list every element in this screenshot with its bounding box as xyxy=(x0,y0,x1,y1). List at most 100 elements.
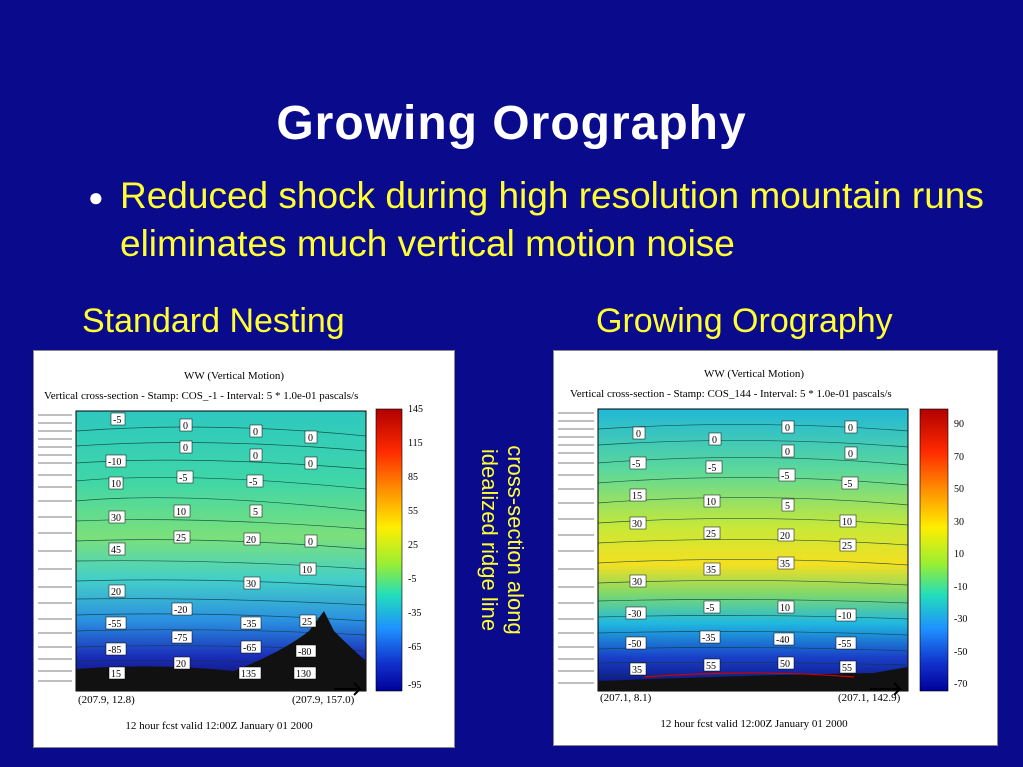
right-coordinate: (207.1, 142.9) xyxy=(838,692,901,704)
colorbar-tick: 50 xyxy=(954,484,964,495)
contour-label: 55 xyxy=(839,660,857,674)
contour-label: -40 xyxy=(773,632,795,646)
colorbar-tick: 85 xyxy=(408,472,418,483)
contour-label: 35 xyxy=(703,562,721,576)
contour-label: -5 xyxy=(110,412,126,426)
contour-label: 25 xyxy=(839,538,857,552)
contour-label: 20 xyxy=(173,656,191,670)
contour-labels: -5 0 0 0 0 0 -10 10 -5 -5 0 30 10 5 25 2… xyxy=(105,412,318,680)
svg-text:-65: -65 xyxy=(243,643,256,654)
contour-label: -5 xyxy=(705,460,723,474)
svg-text:10: 10 xyxy=(302,565,312,576)
panel-label-growing-orography: Growing Orography xyxy=(596,302,893,340)
contour-label: 10 xyxy=(703,494,721,508)
pressure-axis-ticks xyxy=(558,412,594,684)
contour-label: 20 xyxy=(243,532,261,546)
colorbar-tick: -30 xyxy=(954,614,967,625)
contour-label: -30 xyxy=(625,606,647,620)
contour-label: 55 xyxy=(703,658,721,672)
svg-text:-35: -35 xyxy=(243,619,256,630)
cross-section-plot-growing: WW (Vertical Motion) Vertical cross-sect… xyxy=(556,368,967,730)
contour-label: -75 xyxy=(171,630,193,644)
contour-label: -35 xyxy=(240,616,262,630)
svg-text:10: 10 xyxy=(706,497,716,508)
svg-text:0: 0 xyxy=(848,423,853,434)
contour-label: 0 xyxy=(304,430,318,444)
svg-text:55: 55 xyxy=(706,661,716,672)
svg-text:-30: -30 xyxy=(628,609,641,620)
contour-label: 45 xyxy=(108,542,126,556)
contour-label: -55 xyxy=(835,636,857,650)
contour-label: 35 xyxy=(629,662,647,676)
contour-label: 15 xyxy=(108,666,126,680)
terrain xyxy=(598,667,908,691)
svg-text:25: 25 xyxy=(176,533,186,544)
contour-label: 5 xyxy=(781,498,795,512)
svg-text:30: 30 xyxy=(246,579,256,590)
contour-label: -10 xyxy=(835,608,857,622)
contour-label: 20 xyxy=(777,528,795,542)
left-coordinate: (207.9, 12.8) xyxy=(78,694,135,706)
svg-text:55: 55 xyxy=(842,663,852,674)
svg-text:0: 0 xyxy=(183,421,188,432)
svg-text:-50: -50 xyxy=(628,639,641,650)
panel-standard-nesting: WW (Vertical Motion) Vertical cross-sect… xyxy=(33,350,455,748)
colorbar-tick: -10 xyxy=(954,582,967,593)
svg-text:20: 20 xyxy=(246,535,256,546)
colorbar-tick: -95 xyxy=(408,680,421,691)
svg-text:-5: -5 xyxy=(179,473,187,484)
svg-text:0: 0 xyxy=(712,435,717,446)
contour-label: 10 xyxy=(299,562,317,576)
plot-title: WW (Vertical Motion) xyxy=(704,368,804,380)
svg-text:135: 135 xyxy=(241,669,256,680)
contour-label: -5 xyxy=(778,468,796,482)
colorbar-tick: -65 xyxy=(408,642,421,653)
contour-label: 0 xyxy=(304,534,318,548)
colorbar-tick: -35 xyxy=(408,608,421,619)
svg-text:25: 25 xyxy=(842,541,852,552)
colorbar-ticks: 90 70 50 30 10 -10 -30 -50 -70 xyxy=(954,419,967,690)
colorbar-tick: 70 xyxy=(954,452,964,463)
colorbar-tick: 10 xyxy=(954,549,964,560)
svg-text:0: 0 xyxy=(308,433,313,444)
contour-lines xyxy=(75,426,367,666)
contour-label: 30 xyxy=(243,576,261,590)
svg-text:15: 15 xyxy=(111,669,121,680)
svg-text:20: 20 xyxy=(780,531,790,542)
colorbar-tick: 145 xyxy=(408,404,423,415)
svg-text:-5: -5 xyxy=(113,415,121,426)
contour-label: 30 xyxy=(108,510,126,524)
svg-text:-5: -5 xyxy=(844,479,852,490)
svg-text:5: 5 xyxy=(785,501,790,512)
svg-text:10: 10 xyxy=(780,603,790,614)
left-coordinate: (207.1, 8.1) xyxy=(600,692,652,704)
svg-text:-55: -55 xyxy=(108,619,121,630)
contour-label: 130 xyxy=(293,666,317,680)
contour-label: 5 xyxy=(249,504,263,518)
svg-text:0: 0 xyxy=(636,429,641,440)
svg-text:-85: -85 xyxy=(108,645,121,656)
svg-text:-20: -20 xyxy=(174,605,187,616)
contour-label: 0 xyxy=(708,432,722,446)
contour-label: 35 xyxy=(777,556,795,570)
contour-label: -10 xyxy=(105,454,127,468)
positive-contour xyxy=(643,672,855,678)
cross-section-note: cross-section along idealized ridge line xyxy=(462,410,542,670)
contour-label: -65 xyxy=(240,640,262,654)
colorbar xyxy=(375,408,403,692)
contour-label: -35 xyxy=(699,630,721,644)
svg-text:10: 10 xyxy=(842,517,852,528)
svg-text:25: 25 xyxy=(302,617,312,628)
contour-label: 25 xyxy=(703,526,721,540)
contour-label: 135 xyxy=(238,666,262,680)
contour-label: 10 xyxy=(839,514,857,528)
contour-label: -20 xyxy=(171,602,193,616)
svg-text:-5: -5 xyxy=(706,603,714,614)
panel-growing-orography: WW (Vertical Motion) Vertical cross-sect… xyxy=(553,350,998,746)
pressure-axis-ticks xyxy=(38,414,72,682)
svg-text:0: 0 xyxy=(183,443,188,454)
plot-subtitle: Vertical cross-section - Stamp: COS_-1 -… xyxy=(44,390,358,402)
contour-label: 0 xyxy=(632,426,646,440)
svg-text:-5: -5 xyxy=(249,477,257,488)
contour-label: -80 xyxy=(295,644,317,658)
